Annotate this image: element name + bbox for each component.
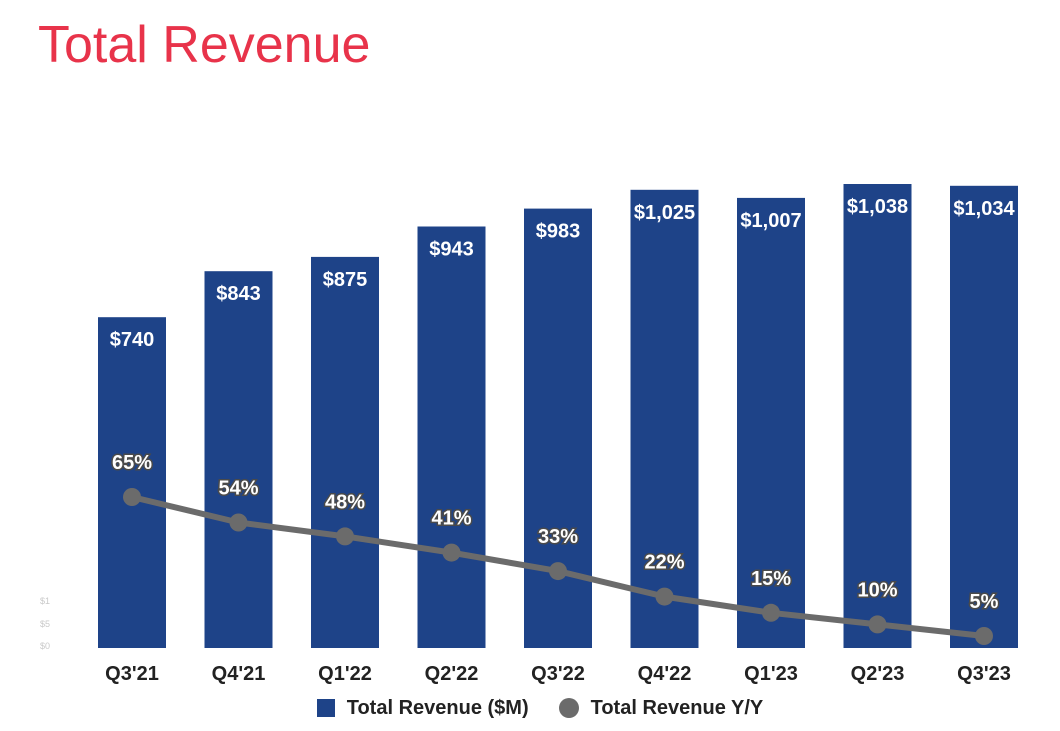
x-axis-category-label: Q3'22 (531, 663, 585, 685)
yoy-point (123, 488, 141, 506)
revenue-bar-label: $1,038 (847, 196, 908, 218)
legend-item-yoy: Total Revenue Y/Y (558, 696, 764, 720)
yoy-data-labels: 65% 54% 48% 41% 33% 22% 15% 10% 5% (110, 451, 1000, 615)
x-axis-category-label: Q1'23 (744, 663, 798, 685)
chart-title: Total Revenue (38, 16, 371, 74)
legend-swatch-dot (558, 698, 579, 718)
x-axis-category-label: Q3'21 (105, 663, 159, 685)
x-axis-category-label: Q4'22 (638, 663, 692, 685)
x-axis-category-label: Q1'22 (318, 663, 372, 685)
bar-series (98, 184, 1018, 649)
legend-swatch-bar (316, 699, 335, 717)
yoy-point-label: 65% (112, 452, 152, 474)
revenue-bar-label: $1,025 (634, 202, 695, 224)
revenue-bar-label: $740 (110, 329, 155, 351)
legend-label-yoy: Total Revenue Y/Y (590, 696, 764, 719)
yoy-point-label: 33% (538, 526, 578, 548)
yoy-point (229, 513, 248, 532)
bar-data-labels: $740 $843 $875 $943 $983 $1,025 $1,007 $1,038 $1… (110, 196, 1016, 351)
left-axis-ticks: $1 $5 $0 (40, 596, 50, 651)
revenue-bar-label: $1,034 (953, 198, 1015, 220)
revenue-bar (630, 189, 699, 649)
x-axis-category-label: Q2'23 (851, 663, 905, 685)
revenue-bar-label: $875 (323, 269, 368, 291)
revenue-bar-label: $1,007 (740, 210, 801, 232)
revenue-bar (524, 208, 592, 648)
x-axis-category-label: Q2'22 (425, 663, 479, 685)
revenue-bar (98, 317, 166, 648)
legend: Total Revenue ($M) Total Revenue Y/Y (0, 694, 1060, 722)
x-axis-category-label: Q4'21 (212, 663, 266, 685)
yoy-point-label: 22% (644, 552, 684, 574)
x-axis-category-label: Q3'23 (957, 663, 1011, 685)
yoy-point-label: 10% (857, 579, 897, 601)
revenue-bar-label: $943 (429, 239, 474, 261)
yoy-point (975, 627, 993, 645)
legend-label-revenue: Total Revenue ($M) (346, 696, 529, 719)
revenue-bar-label: $843 (216, 283, 261, 305)
left-axis-tick-label: $0 (40, 641, 50, 651)
yoy-line-series (123, 488, 993, 645)
x-axis-labels: Q3'21 Q4'21 Q1'22 Q2'22 Q3'22 Q4'22 Q1'23 Q2'23… (105, 663, 1011, 685)
yoy-point (442, 543, 461, 562)
yoy-point-label: 54% (218, 478, 258, 500)
yoy-point-label: 48% (325, 491, 365, 513)
legend-item-revenue: Total Revenue ($M) (316, 696, 529, 720)
revenue-bar-label: $983 (536, 221, 581, 243)
revenue-bar (843, 184, 912, 648)
left-axis-tick-label: $5 (40, 619, 50, 629)
yoy-point (762, 603, 780, 622)
yoy-point (655, 587, 674, 606)
revenue-bar (737, 197, 805, 648)
yoy-point (868, 615, 887, 634)
yoy-point-label: 15% (751, 568, 791, 590)
revenue-bar (417, 226, 486, 648)
left-axis-tick-label: $1 (40, 596, 50, 606)
yoy-point-label: 41% (431, 508, 471, 530)
yoy-point (336, 527, 354, 546)
yoy-point (549, 562, 567, 581)
yoy-point-label: 5% (970, 591, 999, 613)
revenue-bar (950, 185, 1018, 649)
revenue-bar (204, 271, 273, 648)
chart-area: $1$5$0 $740$843$875$943$983$1,025 $1,007$… (40, 184, 1018, 685)
revenue-bar (311, 256, 379, 648)
